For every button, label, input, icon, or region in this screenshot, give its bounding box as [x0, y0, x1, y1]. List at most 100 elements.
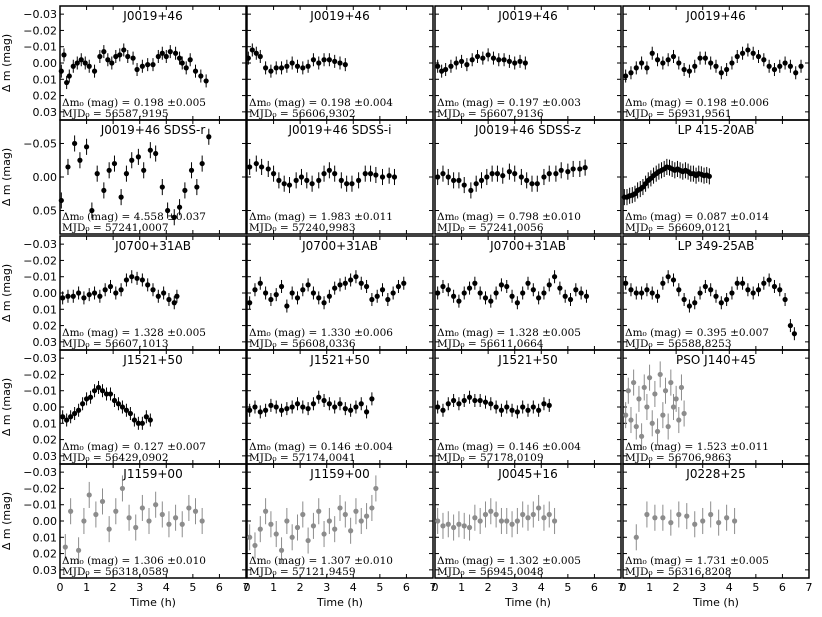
x-axis-label: Time (h)	[692, 596, 739, 609]
data-point	[369, 505, 375, 511]
data-point	[684, 513, 690, 519]
data-point	[445, 174, 451, 180]
data-point	[649, 290, 655, 296]
x-tick-label: 2	[673, 581, 680, 594]
data-point	[793, 70, 799, 76]
x-tick-label: 3	[699, 581, 706, 594]
data-point	[686, 68, 693, 74]
data-point	[126, 515, 132, 521]
data-point	[97, 293, 103, 299]
panel-12: LP 349-25AB Δm₀ (mag) = 0.395 ±0.007MJD₀ …	[622, 235, 810, 351]
data-point	[493, 511, 499, 518]
data-point	[353, 274, 359, 280]
data-point	[520, 511, 526, 518]
y-tick-label: 0.00	[33, 287, 58, 300]
delta-m0-annotation: Δm₀ (mag) = 0.087 ±0.014	[625, 211, 769, 223]
data-point	[445, 287, 451, 293]
data-point	[551, 518, 558, 524]
y-tick-label: −0.01	[23, 385, 57, 398]
data-point	[435, 174, 441, 180]
data-point	[636, 396, 642, 402]
x-tick-label: 4	[350, 581, 357, 594]
delta-m0-annotation: Δm₀ (mag) = 0.198 ±0.005	[62, 97, 206, 109]
data-point	[326, 518, 332, 524]
data-point	[541, 401, 547, 407]
data-point	[697, 55, 703, 61]
y-tick-label: −0.05	[23, 137, 57, 150]
data-point	[263, 407, 269, 413]
data-point	[192, 508, 199, 514]
panel-title: J0019+46 SDSS-r	[100, 123, 206, 137]
data-point	[761, 280, 767, 286]
data-point	[79, 401, 86, 407]
x-axis-label: Time (h)	[504, 596, 551, 609]
data-point	[171, 300, 177, 306]
panel-title: J0019+46	[122, 9, 182, 23]
data-point	[145, 282, 151, 288]
data-point	[194, 184, 200, 190]
panel-7: J0019+46 SDSS-z Δm₀ (mag) = 0.798 ±0.010M…	[434, 119, 622, 235]
data-point	[187, 57, 193, 63]
data-point	[577, 166, 583, 172]
data-point	[514, 518, 520, 524]
data-point	[676, 60, 682, 66]
data-point	[113, 508, 119, 514]
panel-20: 0 1 2 3 4 5 6 7 J0228+25 Δm₀ (mag) = 1.731 ±0.005…	[620, 463, 813, 609]
data-point	[95, 384, 102, 391]
y-tick-label: −0.02	[23, 368, 57, 381]
data-point	[81, 518, 87, 524]
data-point	[68, 414, 74, 420]
data-point	[766, 63, 772, 69]
delta-m0-annotation: Δm₀ (mag) = 1.328 ±0.005	[62, 327, 206, 339]
data-point	[289, 404, 295, 410]
x-tick-label: 7	[618, 581, 625, 594]
data-point	[348, 528, 354, 534]
data-point	[141, 167, 147, 173]
data-point	[257, 526, 263, 532]
y-tick-label: 0.02	[33, 90, 58, 103]
data-point	[557, 285, 563, 291]
data-point	[91, 290, 98, 296]
data-point	[633, 290, 639, 296]
data-point	[562, 293, 568, 299]
data-point	[644, 287, 650, 293]
data-point	[119, 485, 126, 492]
data-point	[395, 283, 402, 290]
data-point	[247, 407, 253, 413]
data-point	[257, 280, 263, 286]
panel-1: −0.03 −0.02 −0.01 0.00 0.01 0.02 0.03 J0019+46 Δ…	[0, 5, 247, 121]
data-point	[443, 66, 449, 73]
data-point	[385, 296, 391, 303]
data-point	[192, 68, 199, 74]
data-point	[468, 187, 474, 194]
delta-m0-annotation: Δm₀ (mag) = 0.198 ±0.004	[249, 97, 393, 109]
data-point	[321, 531, 327, 537]
data-point	[342, 406, 348, 412]
data-point	[130, 55, 136, 61]
data-point	[718, 70, 724, 76]
data-point	[681, 296, 687, 303]
data-point	[633, 423, 639, 430]
data-point	[305, 537, 311, 544]
data-point	[665, 423, 671, 430]
data-point	[127, 410, 134, 417]
data-point	[493, 290, 499, 296]
data-point	[147, 147, 153, 153]
data-point	[206, 134, 212, 140]
data-point	[316, 508, 322, 514]
data-point	[72, 140, 78, 147]
data-point	[724, 66, 730, 73]
data-point	[755, 287, 762, 293]
data-point	[660, 60, 666, 66]
data-point	[356, 177, 362, 183]
data-point	[668, 379, 674, 386]
data-point	[298, 174, 305, 180]
data-point	[391, 174, 398, 180]
mjd0-annotation: MJD₀ = 57174.0041	[249, 452, 356, 464]
x-tick-label: 5	[376, 581, 383, 594]
data-point	[316, 177, 322, 183]
mjd0-annotation: MJD₀ = 56706.9863	[625, 452, 732, 464]
data-point	[353, 508, 359, 514]
data-point	[771, 66, 778, 73]
